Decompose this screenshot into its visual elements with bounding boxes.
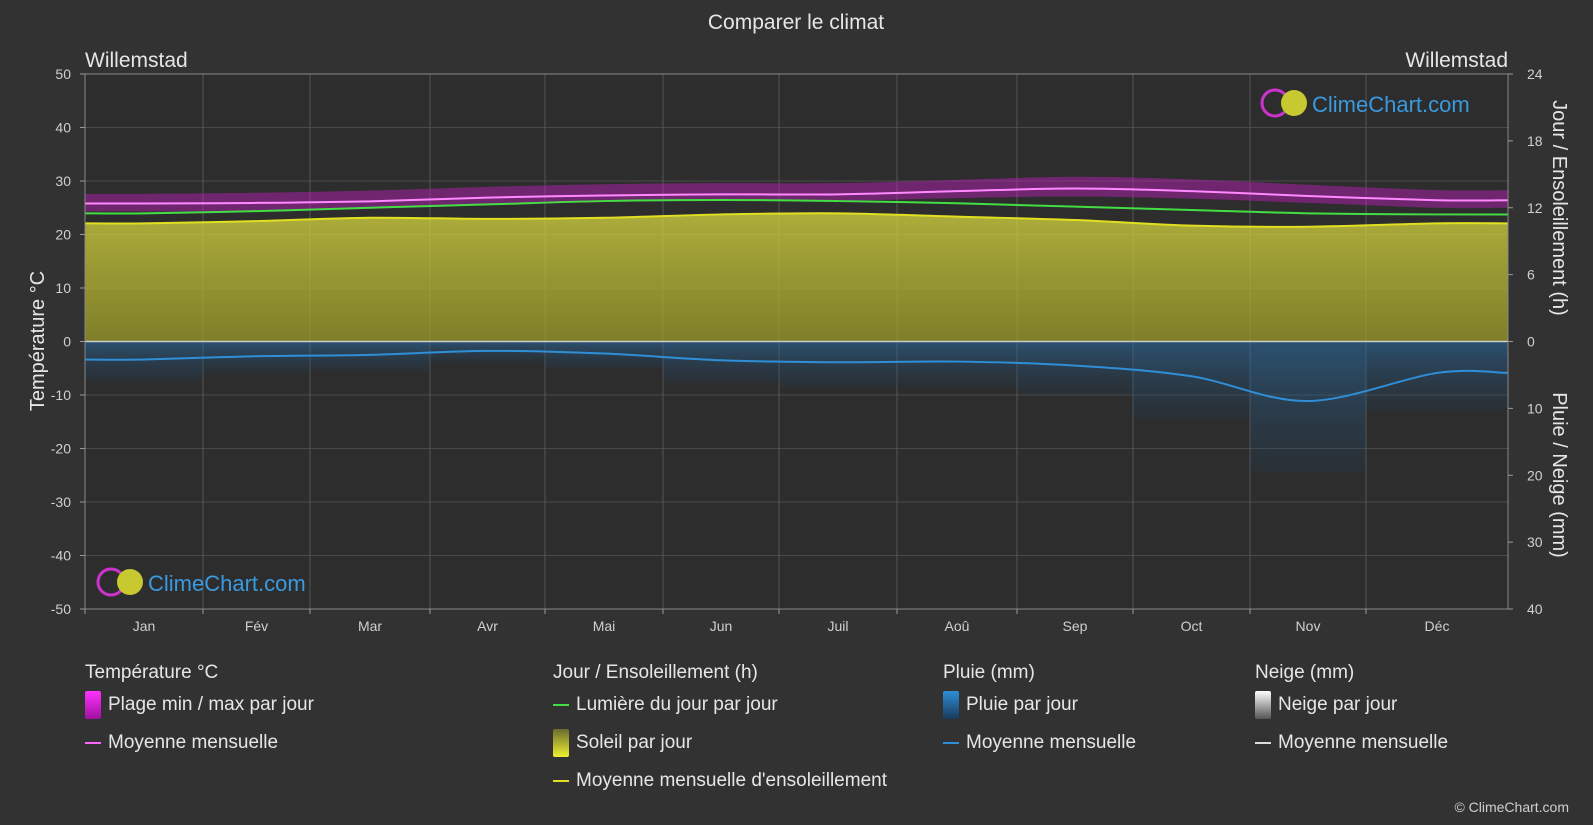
sunshine-area (85, 213, 1508, 342)
legend-sun-title: Jour / Ensoleillement (h) (553, 662, 758, 683)
legend-sun-mean-label: Moyenne mensuelle d'ensoleillement (576, 770, 887, 791)
y-right-bottom-tick-label: 40 (1527, 601, 1543, 617)
y-right-top-tick-label: 12 (1527, 200, 1543, 216)
plot-area (84, 73, 1509, 610)
x-tick-label: Déc (1425, 618, 1450, 634)
legend-temp-range: Plage min / max par jour (85, 686, 314, 724)
temp-range-swatch-icon (85, 691, 101, 719)
x-tick-label: Mar (358, 618, 382, 634)
y-left-tick-label: 20 (55, 227, 71, 243)
legend: Température °C Plage min / max par jour … (0, 660, 1593, 800)
y-axis-right-bottom-label: Pluie / Neige (mm) (1548, 392, 1570, 558)
y-right-bottom-tick-label: 30 (1527, 534, 1543, 550)
legend-snow-title: Neige (mm) (1255, 662, 1355, 683)
x-tick-label: Jan (133, 618, 156, 634)
legend-daylight: Lumière du jour par jour (553, 686, 887, 724)
y-right-top-tick-label: 24 (1527, 66, 1543, 82)
y-right-top-tick-label: 6 (1527, 267, 1535, 283)
legend-snow-daily-label: Neige par jour (1278, 694, 1398, 715)
x-tick-label: Aoû (945, 618, 970, 634)
rain-bar (897, 341, 1017, 386)
x-tick-label: Juil (827, 618, 848, 634)
temperature-mean-line (84, 187, 1509, 205)
legend-temp-range-label: Plage min / max par jour (108, 694, 314, 715)
y-right-bottom-tick-label: 10 (1527, 400, 1543, 416)
y-left-tick-label: 40 (55, 120, 71, 136)
sun-mean-swatch-icon (553, 780, 569, 782)
brand-text: ClimeChart.com (1312, 92, 1470, 117)
x-tick-label: Sep (1063, 618, 1088, 634)
legend-temp-mean-label: Moyenne mensuelle (108, 732, 279, 753)
brand-logo-top: ClimeChart.com (1260, 88, 1470, 118)
y-left-tick-label: -20 (51, 441, 71, 457)
x-tick-label: Avr (477, 618, 498, 634)
sunshine-mean-line (84, 212, 1509, 228)
rain-bar (85, 341, 203, 382)
climate-chart: Comparer le climat Willemstad Willemstad… (27, 11, 1570, 634)
sunshine-swatch-icon (553, 729, 569, 757)
legend-daylight-label: Lumière du jour par jour (576, 694, 778, 715)
y-right-top-tick-label: 18 (1527, 133, 1543, 149)
y-left-tick-label: -50 (51, 601, 71, 617)
x-tick-label: Fév (245, 618, 268, 634)
brand-logo-bottom: ClimeChart.com (96, 567, 306, 597)
y-left-tick-label: 30 (55, 173, 71, 189)
legend-snow: Neige (mm) Neige par jour Moyenne mensue… (1255, 660, 1448, 762)
temp-mean-swatch-icon (85, 742, 101, 744)
y-axis-left-label: Température °C (27, 271, 49, 411)
logo-sun-icon (117, 569, 143, 595)
chart-title: Comparer le climat (708, 11, 884, 34)
legend-rain-mean-label: Moyenne mensuelle (966, 732, 1137, 753)
rain-bar (1366, 341, 1508, 411)
x-tick-label: Nov (1296, 618, 1321, 634)
location-left: Willemstad (85, 49, 188, 72)
daylight-line (84, 198, 1509, 216)
y-left-tick-label: 0 (63, 334, 71, 350)
x-tick-label: Jun (710, 618, 733, 634)
copyright: © ClimeChart.com (1454, 799, 1569, 815)
rain-mean-line (84, 349, 1509, 403)
rain-daily-bars (85, 341, 1508, 473)
legend-rain-mean: Moyenne mensuelle (943, 724, 1136, 762)
legend-snow-daily: Neige par jour (1255, 686, 1448, 724)
x-tick-label: Mai (593, 618, 616, 634)
legend-sunshine-label: Soleil par jour (576, 732, 693, 753)
legend-rain: Pluie (mm) Pluie par jour Moyenne mensue… (943, 660, 1136, 762)
brand-text: ClimeChart.com (148, 571, 306, 596)
y-right-bottom-tick-label: 20 (1527, 467, 1543, 483)
legend-snow-mean: Moyenne mensuelle (1255, 724, 1448, 762)
legend-rain-daily: Pluie par jour (943, 686, 1136, 724)
rain-bar (1250, 341, 1366, 473)
rain-mean-swatch-icon (943, 742, 959, 744)
rain-swatch-icon (943, 691, 959, 719)
snow-mean-swatch-icon (1255, 742, 1271, 744)
rain-bar (779, 341, 897, 388)
legend-sun: Jour / Ensoleillement (h) Lumière du jou… (553, 660, 887, 800)
legend-snow-mean-label: Moyenne mensuelle (1278, 732, 1449, 753)
legend-temperature-title: Température °C (85, 662, 219, 683)
legend-temp-mean: Moyenne mensuelle (85, 724, 314, 762)
y-left-tick-label: -10 (51, 387, 71, 403)
axes: 50 40 30 20 10 0 -10 -20 -30 -40 -50 24 18 12 6 0 10 20 30… (51, 66, 1543, 634)
daylight-swatch-icon (553, 704, 569, 706)
legend-sunshine: Soleil par jour (553, 724, 887, 762)
y-right-top-tick-label: 0 (1527, 334, 1535, 350)
logo-sun-icon (1281, 90, 1307, 116)
y-left-tick-label: 10 (55, 280, 71, 296)
rain-bar (545, 341, 663, 368)
y-left-tick-label: 50 (55, 66, 71, 82)
legend-sun-mean: Moyenne mensuelle d'ensoleillement (553, 762, 887, 800)
legend-rain-daily-label: Pluie par jour (966, 694, 1078, 715)
legend-temperature: Température °C Plage min / max par jour … (85, 660, 314, 762)
y-left-tick-label: -40 (51, 548, 71, 564)
x-tick-label: Oct (1181, 618, 1203, 634)
y-left-tick-label: -30 (51, 494, 71, 510)
location-right: Willemstad (1405, 49, 1508, 72)
rain-bar (1133, 341, 1250, 419)
snow-swatch-icon (1255, 691, 1271, 719)
legend-rain-title: Pluie (mm) (943, 662, 1035, 683)
y-axis-right-top-label: Jour / Ensoleillement (h) (1548, 100, 1570, 316)
